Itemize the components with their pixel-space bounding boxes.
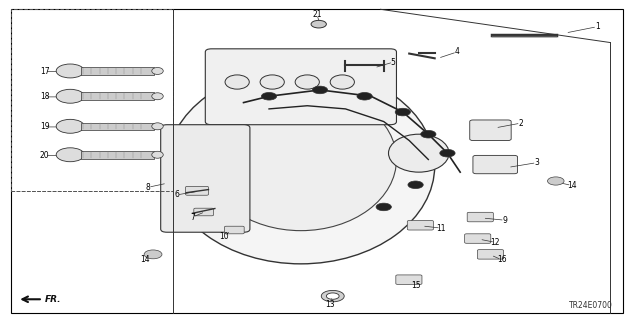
Text: 14: 14 (140, 255, 150, 264)
Ellipse shape (152, 68, 163, 74)
Bar (81, 122, 154, 130)
FancyBboxPatch shape (161, 125, 250, 232)
Ellipse shape (152, 93, 163, 100)
Text: 8: 8 (145, 183, 150, 192)
Circle shape (440, 149, 455, 157)
Bar (81, 151, 154, 159)
FancyBboxPatch shape (407, 220, 433, 230)
Text: 4: 4 (454, 48, 460, 56)
Text: 19: 19 (40, 122, 49, 131)
Circle shape (395, 108, 410, 116)
Bar (81, 67, 154, 75)
Text: 15: 15 (411, 280, 420, 290)
Text: 20: 20 (40, 151, 49, 160)
FancyBboxPatch shape (465, 234, 491, 243)
Circle shape (56, 148, 84, 162)
FancyBboxPatch shape (477, 250, 504, 259)
Circle shape (312, 86, 328, 94)
Text: 10: 10 (220, 232, 229, 241)
Text: 21: 21 (312, 10, 321, 19)
FancyBboxPatch shape (205, 49, 396, 125)
Circle shape (408, 181, 423, 189)
Circle shape (420, 130, 436, 138)
Ellipse shape (205, 88, 396, 231)
Text: 16: 16 (497, 255, 506, 264)
Bar (11, 9, 173, 191)
Text: TR24E0700: TR24E0700 (569, 301, 613, 310)
Ellipse shape (330, 75, 355, 89)
Text: 17: 17 (40, 67, 49, 76)
Ellipse shape (295, 75, 319, 89)
Text: 7: 7 (190, 212, 195, 222)
Text: 14: 14 (567, 181, 577, 190)
FancyBboxPatch shape (470, 120, 511, 141)
Text: 12: 12 (490, 238, 500, 247)
Circle shape (357, 93, 372, 100)
Text: 18: 18 (40, 93, 49, 101)
Text: 11: 11 (436, 224, 446, 233)
FancyBboxPatch shape (225, 226, 244, 234)
Text: 5: 5 (391, 58, 396, 67)
Text: 1: 1 (595, 22, 600, 31)
Ellipse shape (167, 68, 435, 264)
Circle shape (376, 203, 392, 211)
Text: 2: 2 (518, 119, 523, 128)
Ellipse shape (388, 134, 449, 172)
Text: 13: 13 (324, 300, 334, 308)
FancyBboxPatch shape (396, 275, 422, 285)
Bar (81, 93, 154, 100)
Circle shape (56, 119, 84, 133)
Circle shape (56, 64, 84, 78)
FancyBboxPatch shape (473, 155, 518, 174)
Text: 9: 9 (502, 216, 508, 225)
Ellipse shape (152, 123, 163, 130)
Ellipse shape (260, 75, 284, 89)
Text: 3: 3 (534, 158, 539, 167)
Text: 6: 6 (174, 190, 179, 199)
Circle shape (547, 177, 564, 185)
Ellipse shape (152, 151, 163, 158)
Ellipse shape (225, 75, 249, 89)
Circle shape (56, 89, 84, 103)
Circle shape (144, 250, 162, 259)
Text: FR.: FR. (45, 295, 61, 304)
Circle shape (311, 20, 326, 28)
Circle shape (261, 93, 276, 100)
FancyBboxPatch shape (194, 208, 214, 216)
FancyBboxPatch shape (467, 212, 493, 222)
FancyBboxPatch shape (186, 186, 209, 195)
